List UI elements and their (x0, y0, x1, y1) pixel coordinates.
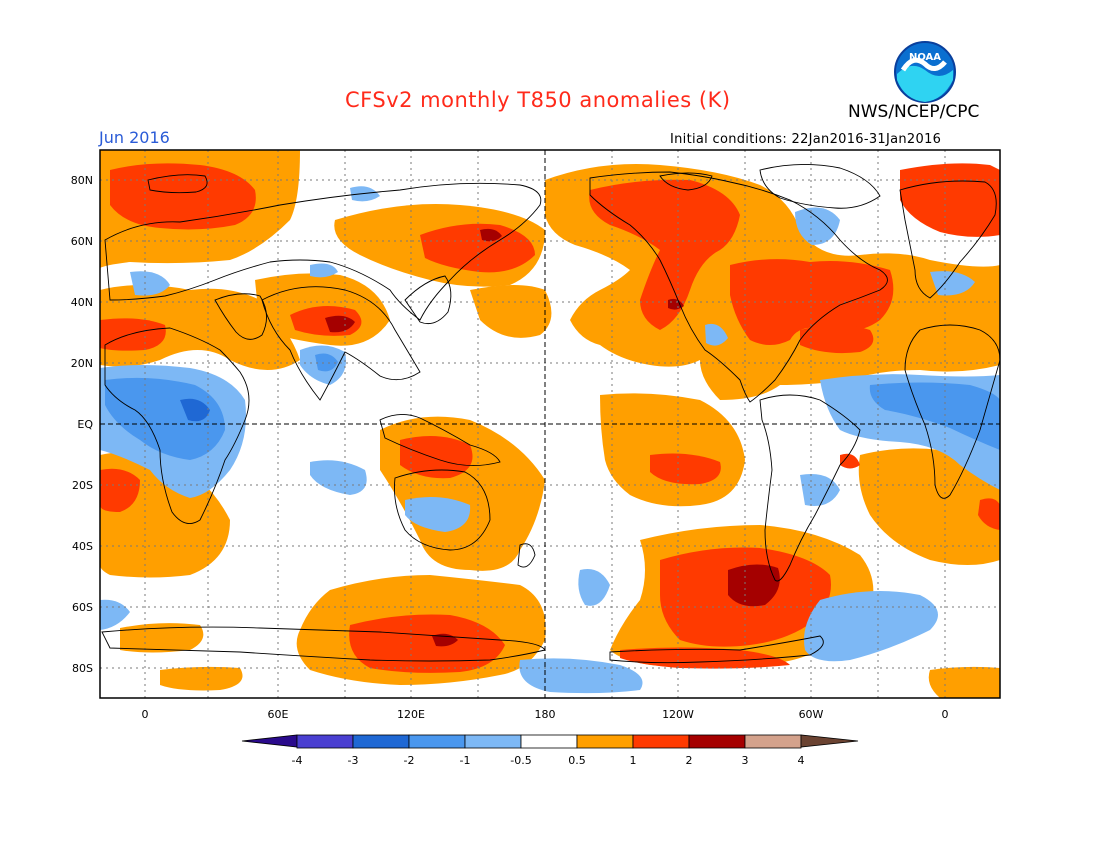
legend-tick-label: 1 (630, 754, 637, 767)
lat-label: 20N (71, 357, 93, 370)
anomaly-field (100, 150, 1000, 698)
legend-tick-label: 0.5 (568, 754, 586, 767)
legend-tick-label: -1 (460, 754, 471, 767)
lon-label: 180 (535, 708, 556, 721)
latitude-labels: 80N 60N 40N 20N EQ 20S 40S 60S 80S (71, 174, 94, 675)
lat-label: 80S (72, 662, 93, 675)
legend-tick-label: 3 (742, 754, 749, 767)
legend-swatch (688, 734, 746, 749)
legend-swatch (632, 734, 690, 749)
lon-label: 120W (662, 708, 694, 721)
initial-conditions: Initial conditions: 22Jan2016-31Jan2016 (670, 132, 942, 147)
legend-swatch (352, 734, 410, 749)
lat-label: 80N (71, 174, 93, 187)
reference-lines (100, 150, 1000, 698)
legend-swatch (464, 734, 522, 749)
legend-tick-label: -2 (404, 754, 415, 767)
legend-arrow-high (800, 734, 859, 748)
forecast-month: Jun 2016 (99, 128, 170, 147)
graticule (100, 150, 1000, 698)
lat-label: 60N (71, 235, 93, 248)
color-legend (241, 734, 859, 749)
legend-tick-label: -3 (348, 754, 359, 767)
lat-label: 60S (72, 601, 93, 614)
lon-label: 0 (942, 708, 949, 721)
lon-label: 60E (268, 708, 289, 721)
map-title: CFSv2 monthly T850 anomalies (K) (345, 88, 731, 112)
legend-labels: -4 -3 -2 -1 -0.5 0.5 1 2 3 4 (292, 754, 805, 767)
longitude-labels: 0 60E 120E 180 120W 60W 0 (142, 708, 949, 721)
legend-tick-label: -0.5 (510, 754, 531, 767)
lon-label: 60W (799, 708, 824, 721)
lat-label: EQ (77, 418, 93, 431)
legend-tick-label: 4 (798, 754, 805, 767)
legend-swatch (520, 734, 578, 749)
legend-tick-label: -4 (292, 754, 303, 767)
lat-label: 20S (72, 479, 93, 492)
lat-label: 40S (72, 540, 93, 553)
coastlines (101, 164, 1000, 664)
legend-swatch (576, 734, 634, 749)
org-label: NWS/NCEP/CPC (848, 102, 980, 122)
lon-label: 0 (142, 708, 149, 721)
legend-swatch (296, 734, 354, 749)
legend-swatch (408, 734, 466, 749)
map-frame (99, 149, 1001, 699)
legend-arrow-low (241, 734, 298, 748)
legend-tick-label: 2 (686, 754, 693, 767)
legend-swatch (744, 734, 802, 749)
lon-label: 120E (397, 708, 425, 721)
lat-label: 40N (71, 296, 93, 309)
noaa-logo-text: NOAA (909, 52, 941, 63)
noaa-logo: NOAA (894, 41, 956, 103)
